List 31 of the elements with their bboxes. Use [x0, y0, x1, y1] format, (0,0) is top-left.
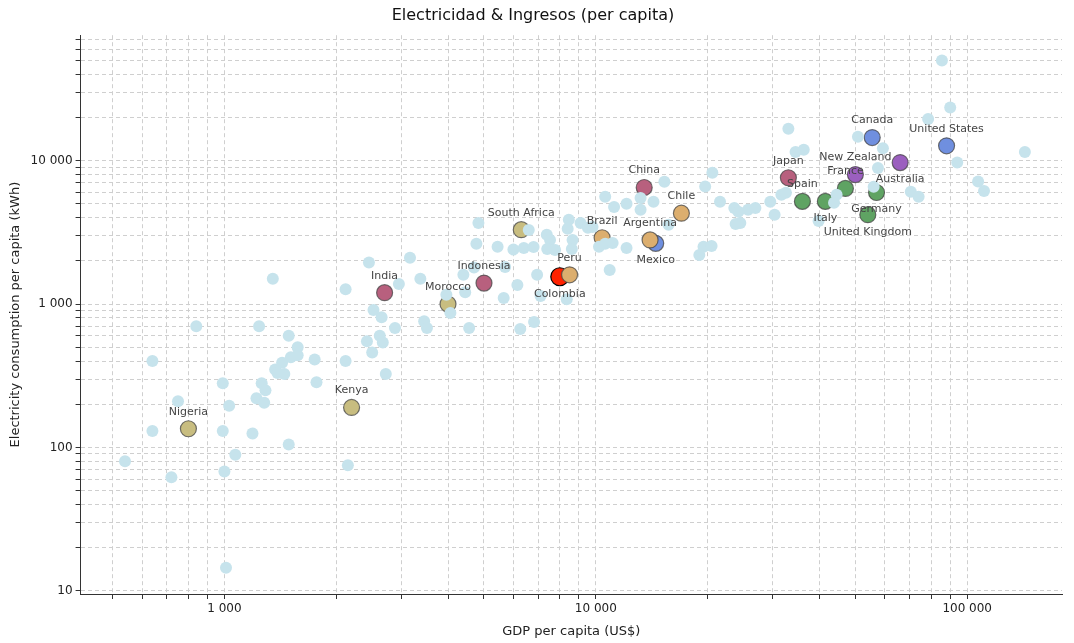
- annotation: Colombia: [533, 286, 586, 300]
- annotation: Argentina: [623, 215, 677, 229]
- x-tick-label: 100 000: [942, 601, 993, 616]
- annotation: Japan: [772, 153, 804, 167]
- x-tick-label: 1 000: [207, 601, 242, 616]
- annotation: Indonesia: [457, 258, 511, 272]
- annotation: Canada: [851, 113, 894, 127]
- annotation: Kenya: [334, 383, 369, 397]
- y-axis-title: Electricity consumption per capita (kWh): [7, 181, 23, 448]
- annotation: Brazil: [586, 213, 618, 227]
- annotation: South Africa: [487, 205, 555, 219]
- annotation: Spain: [787, 177, 818, 191]
- annotation: New Zealand: [819, 150, 892, 164]
- annotation: United States: [909, 121, 985, 135]
- y-tick-label: 100: [49, 439, 73, 454]
- annotation: United Kingdom: [823, 224, 912, 238]
- y-tick-label: 10: [57, 582, 73, 597]
- annotation: Chile: [667, 189, 696, 203]
- x-tick-label: 10 000: [574, 601, 617, 616]
- y-tick-label: 1 000: [38, 296, 73, 311]
- annotation: Australia: [875, 172, 925, 186]
- annotation: Mexico: [636, 253, 676, 267]
- chart-title: Electricidad & Ingresos (per capita): [391, 4, 675, 24]
- y-tick-label: 10 000: [30, 152, 73, 167]
- annotation: Peru: [557, 250, 582, 264]
- annotation: Italy: [813, 211, 838, 225]
- annotation: China: [628, 163, 660, 177]
- annotation: India: [371, 268, 399, 282]
- annotation: Morocco: [424, 279, 472, 293]
- annotation: Nigeria: [168, 404, 209, 418]
- x-axis-title: GDP per capita (US$): [502, 622, 641, 638]
